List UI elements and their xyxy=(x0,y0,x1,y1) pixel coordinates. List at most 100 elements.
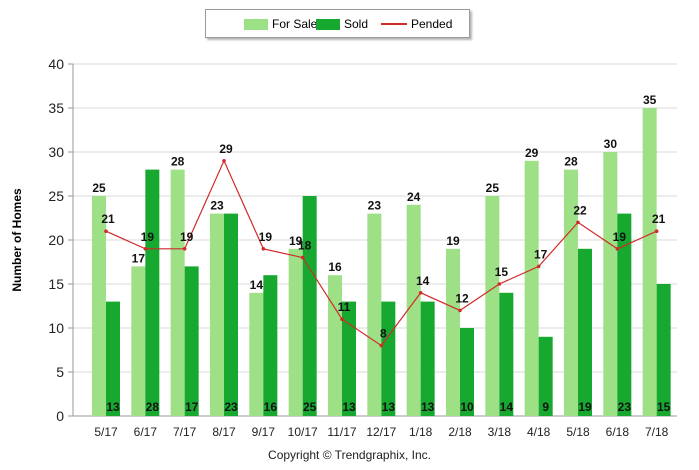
bar-sold xyxy=(538,336,553,416)
point-pended xyxy=(418,291,423,295)
x-tick-label: 7/18 xyxy=(645,425,669,439)
point-pended xyxy=(576,220,580,225)
data-label-for-sale: 28 xyxy=(564,155,578,169)
y-tick-label: 20 xyxy=(48,232,64,248)
point-pended xyxy=(497,282,502,286)
bar-for-sale xyxy=(210,213,224,416)
data-label-sold: 14 xyxy=(500,400,514,414)
legend-label-sold: Sold xyxy=(344,17,369,31)
point-pended xyxy=(222,159,226,163)
data-label-sold: 25 xyxy=(303,400,317,414)
y-tick-label: 35 xyxy=(48,100,64,116)
data-label-for-sale: 29 xyxy=(525,146,539,160)
point-pended xyxy=(143,247,148,251)
bar-sold xyxy=(106,301,120,416)
data-label-sold: 13 xyxy=(342,400,356,414)
bar-sold xyxy=(499,292,514,416)
data-label-sold: 19 xyxy=(578,400,592,414)
data-label-pended: 11 xyxy=(338,300,351,314)
data-label-pended: 8 xyxy=(380,327,387,341)
data-label-sold: 15 xyxy=(657,400,671,414)
data-label-for-sale: 16 xyxy=(328,260,342,274)
data-label-pended: 17 xyxy=(534,247,548,261)
legend-item-for-sale: For Sale xyxy=(244,17,317,31)
copyright-text: Copyright © Trendgraphix, Inc. xyxy=(268,448,431,462)
legend-swatch-for-sale xyxy=(244,18,268,30)
x-tick-label: 12/17 xyxy=(366,425,396,439)
y-tick-label: 5 xyxy=(56,364,64,380)
data-label-sold: 13 xyxy=(421,400,435,414)
bar-sold xyxy=(656,284,671,416)
x-tick-label: 4/18 xyxy=(527,425,551,439)
data-label-sold: 23 xyxy=(618,400,632,414)
data-label-for-sale: 28 xyxy=(171,155,185,169)
y-tick-label: 25 xyxy=(48,188,64,204)
point-pended xyxy=(654,229,659,233)
bar-for-sale xyxy=(524,160,539,416)
point-pended xyxy=(615,247,620,251)
bar-for-sale xyxy=(485,196,500,416)
data-label-pended: 21 xyxy=(652,212,666,226)
bar-sold xyxy=(263,275,278,416)
bar-for-sale xyxy=(131,266,146,416)
bar-for-sale xyxy=(288,248,303,416)
bar-sold xyxy=(145,169,160,416)
x-tick-label: 6/18 xyxy=(606,425,630,439)
x-tick-label: 9/17 xyxy=(252,425,276,439)
data-label-sold: 23 xyxy=(224,400,238,414)
data-label-pended: 29 xyxy=(219,142,233,156)
legend-item-pended: Pended xyxy=(381,17,452,31)
bar-sold xyxy=(420,301,435,416)
data-label-sold: 9 xyxy=(542,400,549,414)
y-tick-label: 30 xyxy=(48,144,64,160)
point-pended xyxy=(182,247,187,251)
legend-swatch-pended xyxy=(381,23,407,25)
x-tick-label: 5/18 xyxy=(566,425,590,439)
data-label-pended: 19 xyxy=(259,230,273,244)
bar-for-sale xyxy=(446,248,460,416)
data-label-for-sale: 23 xyxy=(210,199,224,213)
data-label-sold: 16 xyxy=(264,400,278,414)
data-label-sold: 10 xyxy=(460,400,474,414)
y-tick-label: 15 xyxy=(48,276,64,292)
legend: For Sale Sold Pended xyxy=(205,9,470,38)
bar-sold xyxy=(342,301,356,416)
data-label-pended: 19 xyxy=(141,230,155,244)
data-label-for-sale: 23 xyxy=(368,199,382,213)
bar-sold xyxy=(184,266,199,416)
data-label-for-sale: 14 xyxy=(250,278,264,292)
bar-sold xyxy=(460,328,474,416)
data-label-sold: 17 xyxy=(185,400,199,414)
bar-sold xyxy=(381,301,396,416)
legend-label-pended: Pended xyxy=(411,17,453,31)
data-label-for-sale: 19 xyxy=(446,234,460,248)
bar-for-sale xyxy=(603,152,618,416)
x-tick-label: 8/17 xyxy=(212,425,236,439)
x-tick-label: 3/18 xyxy=(488,425,512,439)
x-tick-label: 11/17 xyxy=(327,425,356,439)
bar-for-sale xyxy=(249,292,264,416)
data-label-pended: 18 xyxy=(298,239,312,253)
bar-sold xyxy=(617,213,632,416)
x-tick-label: 6/17 xyxy=(134,425,158,439)
data-label-for-sale: 25 xyxy=(486,181,500,195)
data-label-for-sale: 30 xyxy=(604,137,618,151)
point-pended xyxy=(379,343,384,348)
data-label-for-sale: 17 xyxy=(132,251,146,265)
point-pended xyxy=(300,255,305,260)
y-tick-label: 0 xyxy=(56,408,64,424)
bar-for-sale xyxy=(328,275,342,416)
data-label-pended: 22 xyxy=(573,203,587,217)
data-label-sold: 13 xyxy=(106,400,120,414)
legend-label-for-sale: For Sale xyxy=(272,17,318,31)
bar-for-sale xyxy=(406,204,421,416)
bar-for-sale xyxy=(92,196,106,416)
point-pended xyxy=(261,247,266,251)
data-label-pended: 12 xyxy=(455,291,469,305)
data-label-for-sale: 35 xyxy=(643,93,657,107)
x-tick-label: 2/18 xyxy=(448,425,472,439)
bar-for-sale xyxy=(367,213,382,416)
bar-sold xyxy=(302,196,317,416)
bar-for-sale xyxy=(170,169,185,416)
